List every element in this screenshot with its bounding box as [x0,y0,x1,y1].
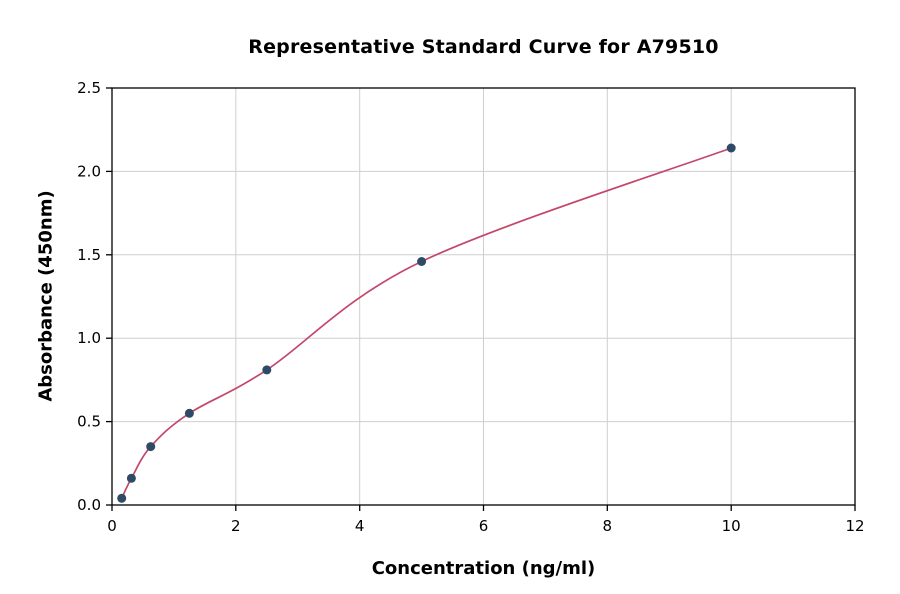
chart-title: Representative Standard Curve for A79510 [248,36,719,58]
data-point [126,473,136,483]
x-tick-label: 0 [107,517,117,535]
data-point [262,365,272,375]
x-tick-label: 10 [722,517,741,535]
x-tick-label: 8 [603,517,613,535]
data-point [146,442,156,452]
data-point [726,143,736,153]
data-point [417,257,427,266]
y-tick-label: 0.5 [77,413,101,431]
x-axis-label: Concentration (ng/ml) [371,558,596,579]
y-tick-label: 2.5 [77,79,101,97]
x-tick-label: 12 [845,517,864,535]
y-tick-label: 0.0 [77,496,101,514]
data-point [117,493,127,503]
fit-curve [120,147,732,499]
y-tick-label: 1.0 [77,329,101,347]
x-tick-label: 4 [355,517,365,535]
x-tick-label: 6 [479,517,489,535]
data-point [184,408,194,418]
x-tick-label: 2 [231,517,241,535]
y-tick-label: 1.5 [77,246,101,264]
y-tick-label: 2.0 [77,162,101,180]
